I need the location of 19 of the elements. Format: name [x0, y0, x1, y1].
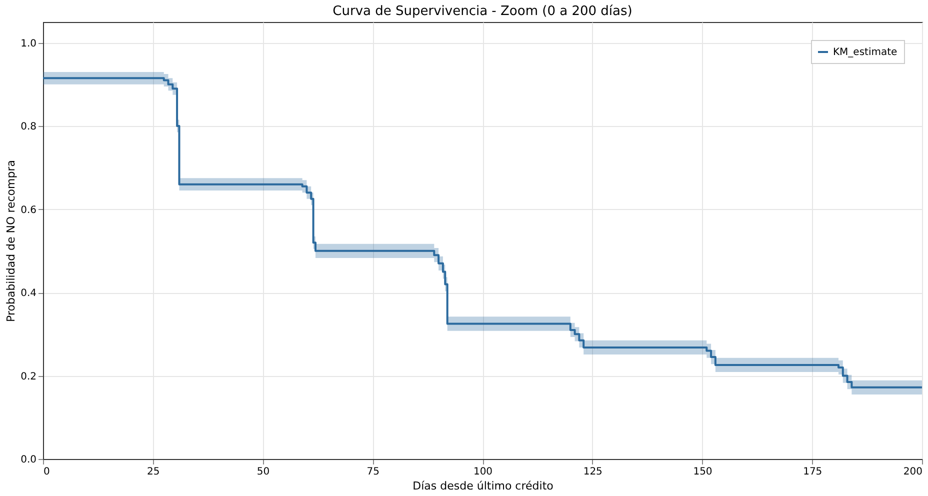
- y-axis-title: Probabilidad de NO recompra: [4, 160, 18, 322]
- chart-title: Curva de Supervivencia - Zoom (0 a 200 días): [332, 4, 632, 19]
- x-tick-label: 175: [803, 466, 822, 478]
- x-tick-label: 0: [44, 466, 50, 478]
- x-tick-label: 125: [583, 466, 602, 478]
- y-tick-label: 1.0: [20, 38, 36, 50]
- y-tick-label: 0.2: [20, 371, 36, 382]
- y-tick-label: 0.0: [20, 454, 36, 466]
- legend-label: KM_estimate: [833, 47, 898, 58]
- y-tick-label: 0.4: [20, 288, 36, 300]
- x-tick-label: 150: [693, 466, 712, 478]
- x-tick-label: 25: [147, 466, 160, 478]
- x-tick-label: 200: [903, 466, 922, 478]
- y-tick-label: 0.8: [20, 122, 36, 133]
- x-tick-label: 75: [366, 466, 380, 478]
- y-tick-label: 0.6: [20, 204, 36, 216]
- x-axis-title: Días desde último crédito: [412, 480, 554, 492]
- x-tick-label: 100: [473, 466, 493, 478]
- x-tick-label: 50: [256, 466, 270, 478]
